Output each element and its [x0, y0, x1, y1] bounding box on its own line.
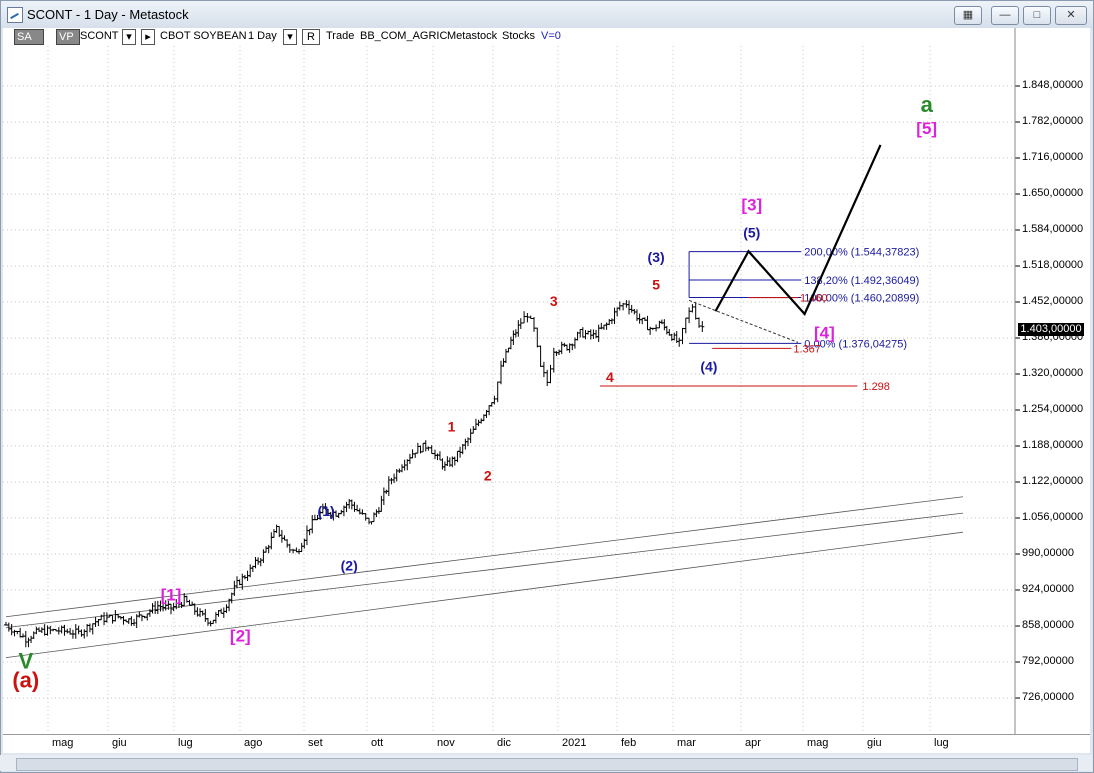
price-tick-label: 1.320,00000 — [1022, 367, 1084, 379]
instrument-name: CBOT SOYBEAN — [160, 30, 247, 42]
close-button[interactable]: ✕ — [1055, 6, 1087, 25]
time-tick-label: feb — [621, 737, 637, 749]
chart-app-icon — [7, 7, 23, 23]
price-tick-label: 1.518,00000 — [1022, 259, 1084, 271]
support-level-label: 1.298 — [862, 381, 890, 393]
vp-button[interactable]: VP — [56, 29, 80, 45]
price-plot-area[interactable] — [3, 28, 1015, 734]
horizontal-scrollbar[interactable] — [16, 758, 1078, 771]
time-tick-label: ott — [371, 737, 384, 749]
time-axis — [3, 734, 1090, 753]
wave-label: V — [18, 649, 33, 674]
wave-label: [3] — [741, 195, 762, 214]
fib-level-label: 0,00% (1.376,04275) — [804, 338, 907, 350]
title-bar[interactable]: SCONT - 1 Day - Metastock ▦ — □ ✕ — [1, 1, 1093, 29]
wave-label: 5 — [652, 276, 660, 292]
time-tick-label: mag — [52, 737, 74, 749]
time-tick-label: mag — [807, 737, 829, 749]
time-tick-label: lug — [178, 737, 193, 749]
v-value-label: V=0 — [541, 30, 561, 42]
wave-label: 1 — [448, 418, 456, 434]
price-tick-label: 990,00000 — [1022, 547, 1074, 559]
wave-label: [5] — [916, 119, 937, 138]
projection-path — [714, 144, 882, 316]
window-title: SCONT - 1 Day - Metastock — [27, 7, 189, 22]
price-tick-label: 1.452,00000 — [1022, 295, 1084, 307]
metastock-label: Metastock — [447, 30, 498, 42]
wave-label: (a) — [12, 668, 39, 693]
chart-toolbar: SA VP SCONT ▾ ▸ CBOT SOYBEAN 1 Day ▾ R T… — [4, 28, 1014, 46]
wave-label: [4] — [814, 324, 835, 343]
sa-button[interactable]: SA — [14, 29, 44, 45]
fib-level-label: 200,00% (1.544,37823) — [804, 247, 919, 259]
symbol-dropdown-icon[interactable]: ▾ — [122, 29, 136, 45]
wave-label: (5) — [743, 225, 760, 241]
price-tick-label: 924,00000 — [1022, 583, 1074, 595]
time-tick-label: nov — [437, 737, 455, 749]
price-tick-label: 858,00000 — [1022, 619, 1074, 631]
wave-label: 4 — [606, 369, 614, 385]
wave-label: (4) — [700, 358, 717, 374]
wave-label: (3) — [648, 249, 665, 265]
maximize-button[interactable]: □ — [1023, 6, 1051, 25]
time-tick-label: giu — [112, 737, 127, 749]
price-tick-label: 1.848,00000 — [1022, 79, 1084, 91]
price-axis — [1015, 28, 1090, 734]
price-tick-label: 726,00000 — [1022, 691, 1074, 703]
last-price-tag: 1.403,00000 — [1018, 323, 1084, 336]
wave-label: [2] — [230, 626, 251, 645]
refresh-label: R — [307, 31, 315, 43]
trade-link[interactable]: Trade — [326, 30, 355, 42]
price-tick-label: 1.716,00000 — [1022, 151, 1084, 163]
time-tick-label: giu — [867, 737, 882, 749]
wave-label: 2 — [484, 467, 492, 483]
period-label[interactable]: 1 Day — [248, 30, 277, 42]
time-tick-label: ago — [244, 737, 263, 749]
stocks-label: Stocks — [502, 30, 536, 42]
fib-trend-line — [688, 299, 799, 343]
wave-label: (1) — [318, 503, 335, 519]
symbol-label[interactable]: SCONT — [80, 30, 119, 42]
time-tick-label: dic — [497, 737, 512, 749]
time-tick-label: apr — [745, 737, 761, 749]
support-level-label: 1.460 — [800, 293, 828, 305]
wave-label: (2) — [341, 557, 358, 573]
restore-layout-button[interactable]: ▦ — [954, 6, 982, 25]
price-tick-label: 792,00000 — [1022, 655, 1074, 667]
channel-line — [5, 531, 964, 659]
price-tick-label: 1.188,00000 — [1022, 439, 1084, 451]
wave-label: a — [921, 92, 934, 117]
wave-label: 3 — [550, 293, 558, 309]
price-tick-label: 1.254,00000 — [1022, 403, 1084, 415]
period-dropdown-icon[interactable]: ▾ — [283, 29, 297, 45]
price-tick-label: 1.782,00000 — [1022, 115, 1084, 127]
fib-level-label: 138,20% (1.492,36049) — [804, 275, 919, 287]
time-tick-label: lug — [934, 737, 949, 749]
channel-line — [5, 496, 964, 618]
refresh-button[interactable]: R — [302, 29, 320, 45]
wave-label: [1] — [161, 585, 182, 604]
price-tick-label: 1.584,00000 — [1022, 223, 1084, 235]
price-tick-label: 1.650,00000 — [1022, 187, 1084, 199]
price-tick-label: 1.122,00000 — [1022, 475, 1084, 487]
price-tick-label: 1.056,00000 — [1022, 511, 1084, 523]
minimize-button[interactable]: — — [991, 6, 1019, 25]
fib-level-label: 100,00% (1.460,20899) — [804, 293, 919, 305]
time-tick-label: set — [308, 737, 323, 749]
data-source-label: BB_COM_AGRIC — [360, 30, 448, 42]
support-level-label: 1.367 — [793, 343, 821, 355]
security-info-icon[interactable]: ▸ — [141, 29, 155, 45]
time-tick-label: mar — [677, 737, 696, 749]
time-tick-label: 2021 — [562, 737, 587, 749]
